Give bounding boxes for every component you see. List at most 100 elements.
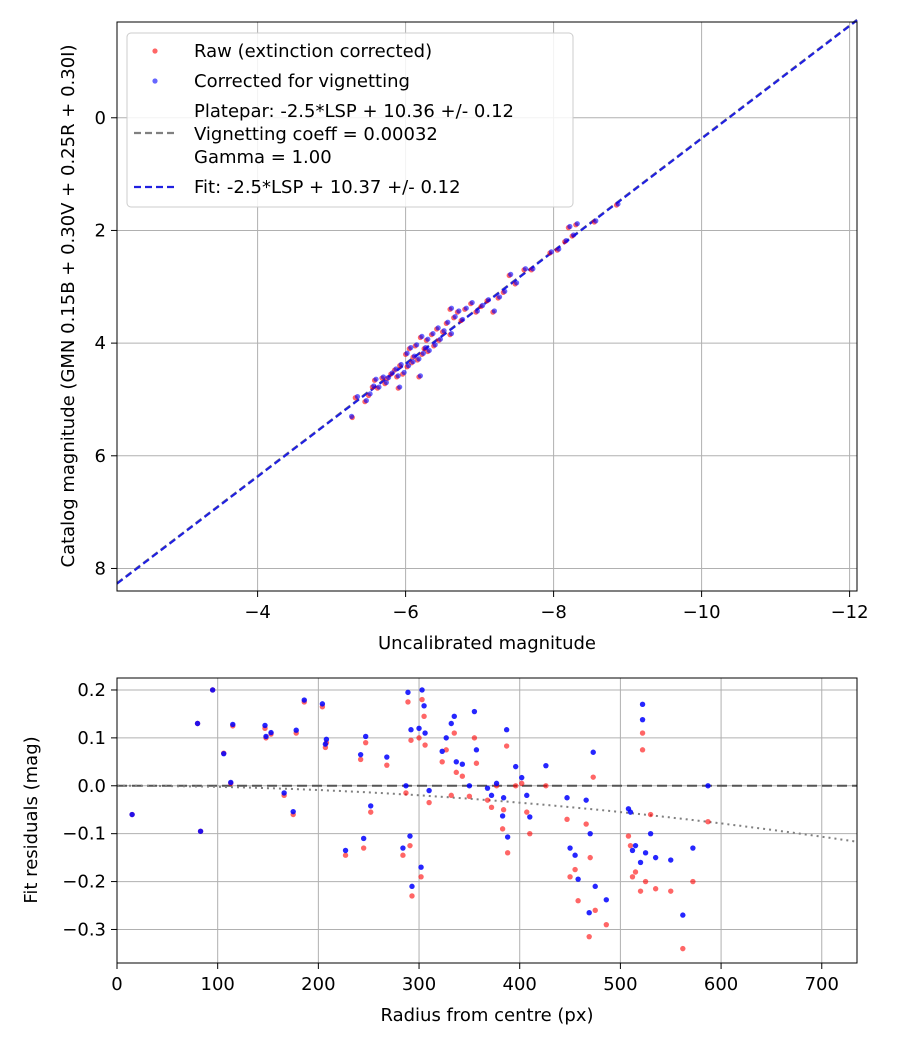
corrected-point bbox=[474, 308, 480, 314]
corrected-point bbox=[419, 333, 425, 339]
legend-corrected-marker bbox=[152, 78, 158, 84]
raw-point bbox=[543, 783, 549, 789]
raw-point bbox=[403, 790, 409, 796]
corrected-point bbox=[362, 733, 369, 740]
raw-point bbox=[500, 807, 507, 813]
corrected-point bbox=[281, 790, 287, 796]
raw-point bbox=[639, 730, 646, 736]
raw-point bbox=[466, 793, 473, 800]
y-tick-label: 0.2 bbox=[77, 680, 106, 701]
raw-point bbox=[503, 743, 510, 749]
raw-point bbox=[384, 762, 390, 768]
corrected-point bbox=[430, 330, 436, 337]
corrected-point bbox=[400, 845, 406, 851]
corrected-point bbox=[422, 730, 428, 736]
corrected-point bbox=[502, 288, 508, 294]
y-tick-label: 0.1 bbox=[77, 728, 106, 749]
corrected-point bbox=[451, 713, 457, 720]
corrected-point bbox=[426, 787, 432, 794]
raw-point bbox=[419, 696, 425, 703]
corrected-point bbox=[404, 350, 410, 356]
x-tick-label: 300 bbox=[402, 974, 436, 995]
raw-point bbox=[705, 818, 711, 825]
corrected-point bbox=[629, 847, 636, 854]
x-tick-label: −6 bbox=[392, 602, 419, 623]
corrected-point bbox=[519, 774, 525, 781]
raw-point bbox=[451, 730, 457, 736]
corrected-point bbox=[411, 353, 418, 359]
corrected-point bbox=[408, 727, 414, 733]
raw-point bbox=[422, 742, 428, 748]
corrected-point bbox=[639, 716, 646, 723]
corrected-point bbox=[586, 910, 592, 916]
corrected-point bbox=[652, 854, 659, 861]
corrected-point bbox=[705, 783, 711, 789]
corrected-point bbox=[563, 237, 569, 244]
corrected-point bbox=[668, 857, 674, 863]
raw-point bbox=[564, 816, 570, 823]
corrected-point bbox=[417, 373, 423, 379]
corrected-point bbox=[587, 830, 593, 837]
bottom-ticks: 0 100 200 300 400 500 600 700 0.2 0.1 0.0 −0.1 −0.2 −… bbox=[62, 680, 839, 995]
corrected-point bbox=[514, 280, 520, 286]
corrected-point bbox=[575, 876, 581, 882]
corrected-point bbox=[567, 223, 573, 230]
corrected-point bbox=[500, 795, 507, 801]
corrected-point bbox=[567, 845, 573, 851]
corrected-point bbox=[419, 687, 425, 693]
top-panel: −4 −6 −8 −10 −12 0 2 4 6 8 Uncalibrated magnitude… bbox=[58, 18, 869, 654]
corrected-point bbox=[228, 779, 234, 786]
top-ticks: −4 −6 −8 −10 −12 0 2 4 6 8 bbox=[95, 108, 869, 623]
corrected-point bbox=[322, 741, 329, 747]
corrected-point bbox=[615, 201, 621, 207]
raw-point bbox=[484, 797, 491, 803]
raw-point bbox=[408, 737, 414, 743]
raw-point bbox=[407, 842, 413, 849]
raw-point bbox=[627, 842, 634, 849]
legend-gamma-label: Gamma = 1.00 bbox=[194, 147, 332, 168]
raw-point bbox=[642, 878, 649, 885]
raw-point bbox=[426, 799, 432, 806]
legend-fit-label: Fit: -2.5*LSP + 10.37 +/- 0.12 bbox=[194, 177, 461, 198]
top-points bbox=[348, 201, 621, 421]
corrected-point bbox=[197, 828, 204, 834]
raw-point bbox=[512, 783, 519, 789]
bottom-x-axis-label: Radius from centre (px) bbox=[380, 1005, 593, 1026]
y-tick-label: −0.1 bbox=[62, 824, 106, 845]
raw-point bbox=[504, 850, 511, 856]
corrected-point bbox=[448, 305, 455, 311]
raw-point bbox=[680, 945, 686, 952]
corrected-point bbox=[548, 249, 554, 255]
raw-point bbox=[639, 747, 646, 753]
x-tick-label: 600 bbox=[704, 974, 738, 995]
corrected-point bbox=[403, 783, 409, 789]
corrected-point bbox=[401, 369, 407, 376]
corrected-point bbox=[530, 266, 536, 272]
corrected-point bbox=[463, 305, 469, 311]
raw-point bbox=[690, 878, 696, 885]
corrected-point bbox=[512, 763, 519, 770]
corrected-point bbox=[508, 271, 514, 277]
corrected-point bbox=[680, 912, 686, 918]
corrected-point bbox=[367, 391, 373, 397]
raw-point bbox=[629, 874, 636, 880]
raw-point bbox=[357, 756, 364, 763]
raw-point bbox=[421, 713, 427, 720]
corrected-point bbox=[368, 803, 374, 809]
legend-raw-marker bbox=[152, 48, 158, 54]
corrected-point bbox=[459, 316, 466, 323]
raw-point bbox=[459, 773, 466, 779]
legend-platepar-label: Platepar: -2.5*LSP + 10.36 +/- 0.12 bbox=[194, 101, 514, 122]
corrected-point bbox=[421, 703, 427, 709]
raw-point bbox=[448, 792, 454, 799]
corrected-point bbox=[293, 727, 299, 733]
corrected-point bbox=[522, 266, 529, 272]
corrected-point bbox=[407, 833, 413, 839]
corrected-point bbox=[290, 808, 296, 815]
corrected-point bbox=[590, 749, 596, 755]
y-tick-label: −0.3 bbox=[62, 919, 106, 940]
corrected-point bbox=[129, 811, 135, 818]
corrected-point bbox=[592, 883, 598, 890]
corrected-point bbox=[441, 328, 447, 334]
